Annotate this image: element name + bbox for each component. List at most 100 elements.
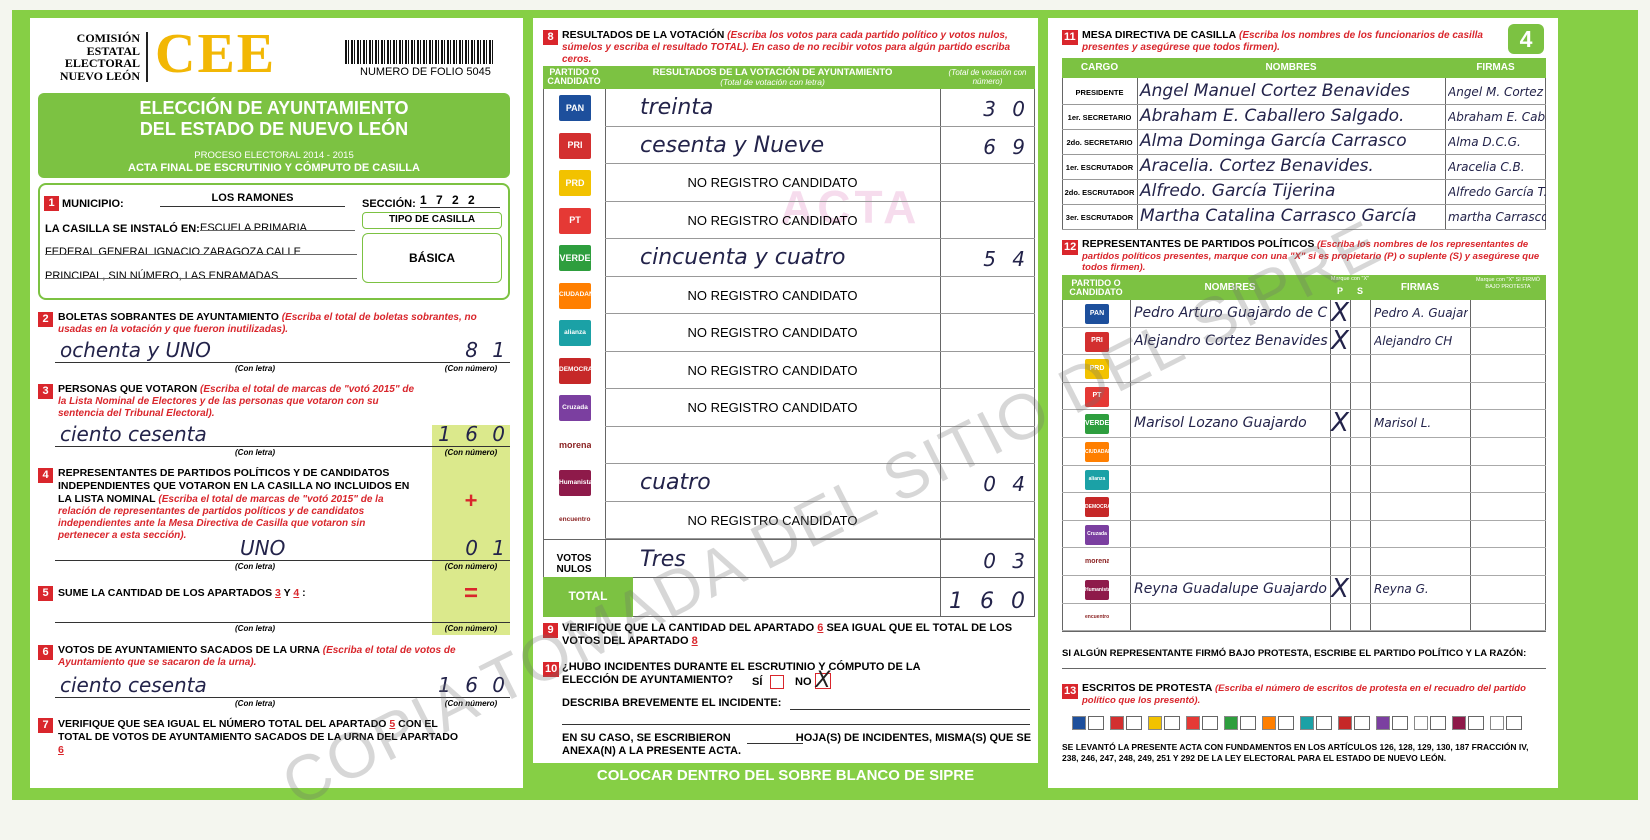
rule-line <box>605 425 1035 427</box>
rule-line <box>1062 519 1546 521</box>
party-logo-bg <box>1085 331 1109 352</box>
rule-line <box>55 697 510 698</box>
rule-line <box>605 238 1035 239</box>
section-number: 2 <box>38 312 53 327</box>
rule-line <box>45 278 357 279</box>
footer-instruction: COLOCAR DENTRO DEL SOBRE BLANCO DE SIPRE <box>596 767 975 784</box>
protest-box <box>1354 716 1370 730</box>
written-number: 8 1 <box>465 338 509 362</box>
rule-line <box>1062 602 1546 604</box>
section-number: 9 <box>543 623 558 638</box>
caption-number: (Con número) <box>444 448 498 457</box>
section-1-box <box>38 183 510 300</box>
section-text: SUME LA CANTIDAD DE LOS APARTADOS 3 Y 4 … <box>58 587 438 599</box>
representative-signature: Pedro A. Guajardo <box>1374 306 1468 320</box>
section-text: PERSONAS QUE VOTARON (Escriba el total d… <box>58 383 418 420</box>
section-hint: (Escriba el total de marcas de "votó 201… <box>58 384 415 419</box>
casilla-label: LA CASILLA SE INSTALÓ EN: <box>45 223 200 235</box>
protest-box <box>1316 716 1332 730</box>
propietario-mark: X <box>1331 408 1349 439</box>
party-logo-bg <box>1085 607 1109 628</box>
section-label: REPRESENTANTES DE PARTIDOS POLÍTICOS <box>1082 238 1315 250</box>
table-header <box>1062 275 1546 300</box>
cargo: 1er. ESCRUTADOR <box>1065 163 1134 172</box>
cargo: 2do. ESCRUTADOR <box>1064 188 1135 197</box>
divider <box>146 32 148 82</box>
section-hint: (Escriba los nombres de los representant… <box>1082 239 1540 273</box>
protest-logo <box>1186 716 1200 730</box>
cargo: PRESIDENTE <box>1075 88 1124 97</box>
party-logo: Cruzada <box>562 403 588 411</box>
rule-line <box>160 206 345 207</box>
representative-signature: Reyna G. <box>1374 582 1429 596</box>
protest-box <box>1506 716 1522 730</box>
section-label: MESA DIRECTIVA DE CASILLA <box>1082 29 1237 41</box>
section-label: SUME LA CANTIDAD DE LOS APARTADOS <box>58 587 273 599</box>
section-label: ESCRITOS DE PROTESTA <box>1082 682 1213 694</box>
rule-line <box>605 125 1035 127</box>
caption-letter: (Con letra) <box>235 699 275 708</box>
section-hint: (Escriba los nombres de los funcionarios… <box>1082 30 1483 53</box>
party-logo-bg <box>559 320 591 346</box>
section-number: 13 <box>1062 684 1079 699</box>
written-number: 1 6 0 <box>438 422 509 446</box>
written-number: 5 4 <box>983 247 1030 271</box>
protest-logo <box>1452 716 1466 730</box>
col-header: P <box>1336 286 1343 296</box>
middle-panel <box>533 18 1038 763</box>
rule-line <box>1062 381 1546 383</box>
party-logo-bg <box>559 432 591 459</box>
written-votes: treinta <box>640 95 714 120</box>
section-number: 8 <box>543 30 558 45</box>
watermark-acta: ACTA <box>780 181 921 233</box>
folio-number: NUMERO DE FOLIO 5045 <box>360 66 491 78</box>
protest-note: SI ALGÚN REPRESENTANTE FIRMÓ BAJO PROTES… <box>1062 648 1527 659</box>
tipo-label-box <box>362 212 502 229</box>
written-number: 0 3 <box>983 549 1030 573</box>
section-label: REPRESENTANTES DE PARTIDOS POLÍTICOS Y D… <box>58 467 410 505</box>
party-logo-bg <box>559 132 591 159</box>
section-hint: (Escriba el número de escritos de protes… <box>1082 683 1526 706</box>
section-text: VERIFIQUE QUE SEA IGUAL EL NÚMERO TOTAL … <box>58 718 458 757</box>
propietario-mark: X <box>1331 574 1349 604</box>
protest-box <box>1164 716 1180 730</box>
section-text: RESULTADOS DE LA VOTACIÓN (Escriba los v… <box>562 29 1032 66</box>
right-panel <box>1048 18 1558 788</box>
option-no: NO <box>795 676 812 688</box>
operator: + <box>464 488 478 513</box>
no-candidate: NO REGISTRO CANDIDATO <box>687 212 858 228</box>
sheet-badge <box>1508 24 1544 54</box>
party-logo-bg <box>559 95 591 121</box>
section-ref: 5 <box>389 718 396 730</box>
written-amount: ciento cesenta <box>60 422 207 446</box>
rule-line <box>562 724 1030 725</box>
rule-line <box>55 560 510 561</box>
party-logo-bg <box>559 395 591 421</box>
table-border <box>543 89 1035 617</box>
cargo: 3er. ESCRUTADOR <box>1065 213 1134 222</box>
rule-line <box>45 254 357 255</box>
col-header: PARTIDO O CANDIDATO <box>1069 278 1123 297</box>
rule-line <box>1062 129 1546 130</box>
representative-name: Alejandro Cortez Benavides <box>1134 332 1328 349</box>
caption-letter: (Con letra) <box>235 562 275 571</box>
rule-line <box>1062 630 1546 632</box>
party-logo-bg <box>559 245 591 271</box>
protest-logo <box>1300 716 1314 730</box>
representative-name: Marisol Lozano Guajardo <box>1134 415 1307 432</box>
title-box <box>38 93 510 178</box>
rule-line <box>1062 354 1546 356</box>
propietario-mark: X <box>1331 298 1349 328</box>
rule-line <box>55 362 510 363</box>
party-logo: VERDE <box>559 252 591 263</box>
tipo-label: TIPO DE CASILLA <box>388 214 476 225</box>
section-text: BOLETAS SOBRANTES DE AYUNTAMIENTO (Escri… <box>58 311 498 336</box>
seccion: 1 7 2 2 <box>420 193 478 207</box>
incident-question: ¿HUBO INCIDENTES DURANTE EL ESCRUTINIO Y… <box>562 661 921 686</box>
party-logo-bg <box>1085 469 1109 490</box>
col-header: (Total de votación con número) <box>948 68 1027 86</box>
party-logo-bg <box>1085 386 1109 407</box>
party-logo: encuentro social <box>559 516 591 524</box>
section-ref: 6 <box>58 744 64 756</box>
protest-box <box>1392 716 1408 730</box>
